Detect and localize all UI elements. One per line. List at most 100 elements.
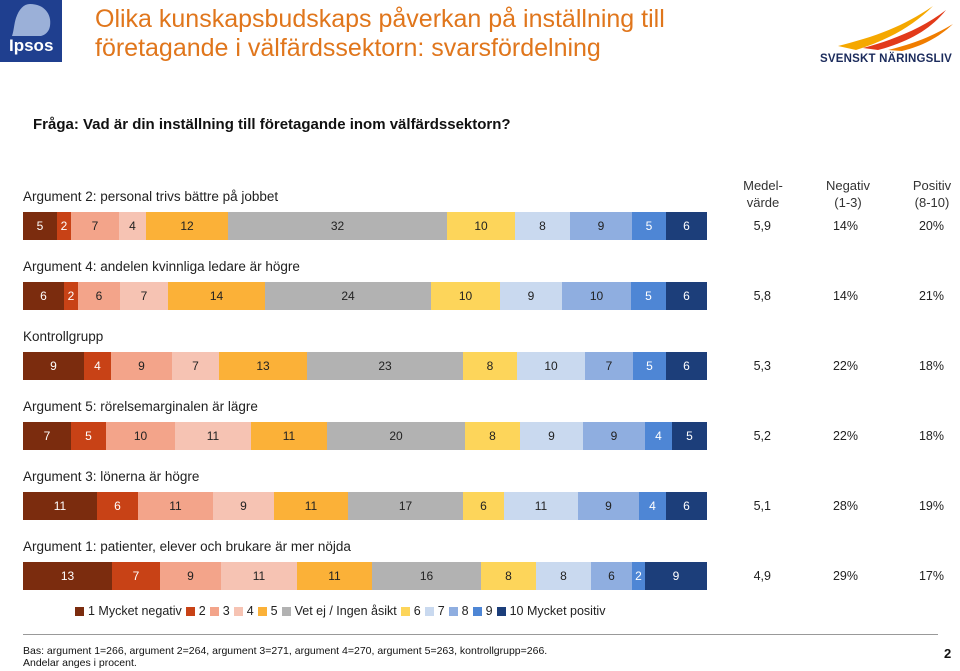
bar-segment-5: 12 [146,212,228,240]
row-label-argument-3: Argument 3: lönerna är högre [23,469,200,484]
bar-segment-1: 5 [23,212,57,240]
bar-segment-7: 9 [520,422,583,450]
bar-segment-4: 11 [221,562,297,590]
column-header-negative-line2: (1-3) [834,195,862,210]
bar-segment-8: 10 [562,282,631,310]
bar-segment-1: 6 [23,282,64,310]
bar-segment-2: 4 [84,352,111,380]
legend-label: Vet ej / Ingen åsikt [294,604,397,618]
bar-segment-10: 6 [666,212,707,240]
svenskt-naringsliv-logo: SVENSKT NÄRINGSLIV [818,0,960,70]
column-header-mean: Medel- värde [733,177,793,211]
footnote-base: Bas: argument 1=266, argument 2=264, arg… [23,645,548,657]
stat-mean: 5,8 [753,289,771,303]
bar-segment-2: 2 [57,212,71,240]
legend-item-5: 5 [257,604,278,618]
legend-label: 6 [413,604,421,618]
bar-segment-5: 13 [219,352,307,380]
legend-item-10: 10 Mycket positiv [496,604,605,618]
bar-segment-10: 6 [666,492,707,520]
ipsos-logo-text: Ipsos [9,36,54,55]
bar-segment-7: 10 [517,352,585,380]
stat-mean: 5,2 [753,429,771,443]
bar-segment-10: 9 [645,562,707,590]
legend-label: 5 [270,604,278,618]
bar-segment-8: 9 [570,212,632,240]
bar-segment-5: 11 [297,562,372,590]
bar-segment-8: 6 [591,562,632,590]
legend-label: 4 [246,604,254,618]
bar-segment-ns: 16 [372,562,481,590]
bar-segment-ns: 20 [327,422,465,450]
bar-segment-3: 9 [111,352,172,380]
bar-segment-6: 10 [431,282,500,310]
legend-label: 7 [437,604,445,618]
bar-segment-6: 8 [465,422,520,450]
bar-segment-2: 6 [97,492,138,520]
stat-mean: 4,9 [753,569,771,583]
stat-neg: 14% [832,219,858,233]
legend-label: 8 [461,604,469,618]
legend-item-3: 3 [209,604,230,618]
column-header-positive-line2: (8-10) [914,195,950,210]
column-header-positive-line1: Positiv [912,178,952,193]
bar-segment-ns: 24 [265,282,431,310]
bar-segment-1: 13 [23,562,112,590]
stacked-bar-argument-2: 5 2 7 4 12 32 10 8 9 5 6 [23,212,707,240]
legend-swatch [75,606,84,616]
stat-neg: 28% [832,499,858,513]
bar-segment-9: 5 [631,282,666,310]
row-label-argument-5: Argument 5: rörelsemarginalen är lägre [23,399,258,414]
bar-segment-2: 7 [112,562,160,590]
legend-swatch [257,606,267,616]
legend-swatch [281,606,291,616]
legend-swatch [472,606,482,616]
legend-swatch [400,606,410,616]
legend-label: 3 [222,604,230,618]
bar-segment-3: 7 [71,212,119,240]
bar-segment-ns: 23 [307,352,463,380]
legend-label: 9 [485,604,493,618]
row-label-argument-4: Argument 4: andelen kvinnliga ledare är … [23,259,300,274]
bar-segment-6: 10 [447,212,515,240]
column-header-mean-line2: värde [746,195,780,210]
bar-segment-4: 9 [213,492,274,520]
legend-item-6: 6 [400,604,421,618]
bar-segment-10: 6 [666,352,707,380]
stacked-bar-kontrollgrupp: 9 4 9 7 13 23 8 10 7 5 6 [23,352,707,380]
bar-segment-5: 14 [168,282,265,310]
legend-item-1: 1 Mycket negativ [75,604,182,618]
legend-item-2: 2 [185,604,206,618]
footnote-note: Andelar anges i procent. [23,657,137,669]
bar-segment-4: 7 [120,282,168,310]
stat-neg: 14% [832,289,858,303]
legend-item-4: 4 [233,604,254,618]
stat-pos: 20% [918,219,944,233]
stat-neg: 29% [832,569,858,583]
page-title: Olika kunskapsbudskaps påverkan på instä… [95,5,665,62]
stacked-bar-argument-4: 6 2 6 7 14 24 10 9 10 5 6 [23,282,707,310]
stat-pos: 18% [918,359,944,373]
ipsos-logo: Ipsos [0,0,62,62]
column-header-positive: Positiv (8-10) [902,177,960,211]
legend-item-ns: Vet ej / Ingen åsikt [281,604,397,618]
row-label-argument-1: Argument 1: patienter, elever och brukar… [23,539,351,554]
stat-pos: 21% [918,289,944,303]
legend-item-9: 9 [472,604,493,618]
stat-neg: 22% [832,429,858,443]
bar-segment-3: 10 [106,422,175,450]
bar-segment-7: 11 [504,492,578,520]
row-label-kontrollgrupp: Kontrollgrupp [23,329,104,344]
bar-segment-4: 11 [175,422,251,450]
bar-segment-1: 7 [23,422,71,450]
bar-segment-9: 5 [633,352,666,380]
bar-segment-10: 6 [666,282,707,310]
stat-pos: 18% [918,429,944,443]
bar-segment-9: 2 [632,562,645,590]
bar-segment-7: 9 [500,282,562,310]
stat-mean: 5,3 [753,359,771,373]
bar-segment-9: 5 [632,212,666,240]
stacked-bar-argument-3: 11 6 11 9 11 17 6 11 9 4 6 [23,492,707,520]
page-number: 2 [944,646,952,661]
ipsos-head-icon [12,4,51,36]
